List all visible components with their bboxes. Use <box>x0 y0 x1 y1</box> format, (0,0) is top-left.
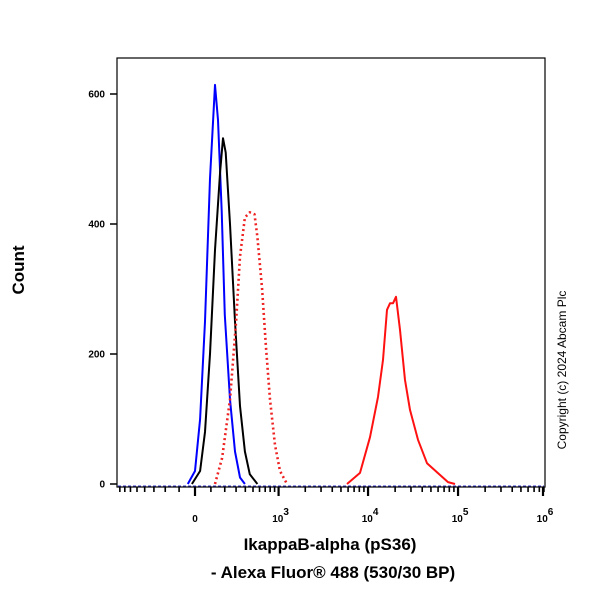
y-tick-label: 400 <box>88 220 105 231</box>
x-tick-label: 0 <box>192 514 198 525</box>
x-tick-label: 104 <box>362 507 379 525</box>
y-tick-label: 0 <box>99 480 105 491</box>
histogram-series-1 <box>186 83 246 485</box>
x-axis-title-line2: - Alexa Fluor® 488 (530/30 BP) <box>211 563 455 582</box>
y-axis: 0 200 400 600 <box>88 90 117 491</box>
x-tick-label: 105 <box>452 507 469 525</box>
x-axis-title-line1: IkappaB-alpha (pS36) <box>244 535 417 554</box>
y-tick-label: 600 <box>88 90 105 101</box>
x-tick-label: 106 <box>537 507 554 525</box>
y-axis-title: Count <box>9 245 28 294</box>
histogram-series-2 <box>191 137 259 485</box>
histogram-series-3 <box>213 211 289 485</box>
y-tick-label: 200 <box>88 350 105 361</box>
histogram-curves <box>118 83 544 487</box>
x-tick-label: 103 <box>272 507 289 525</box>
copyright-notice: Copyright (c) 2024 Abcam Plc <box>555 291 569 450</box>
histogram-series-4 <box>346 295 456 485</box>
x-axis: 0 103 104 105 106 <box>119 487 554 525</box>
plot-frame <box>116 57 546 488</box>
